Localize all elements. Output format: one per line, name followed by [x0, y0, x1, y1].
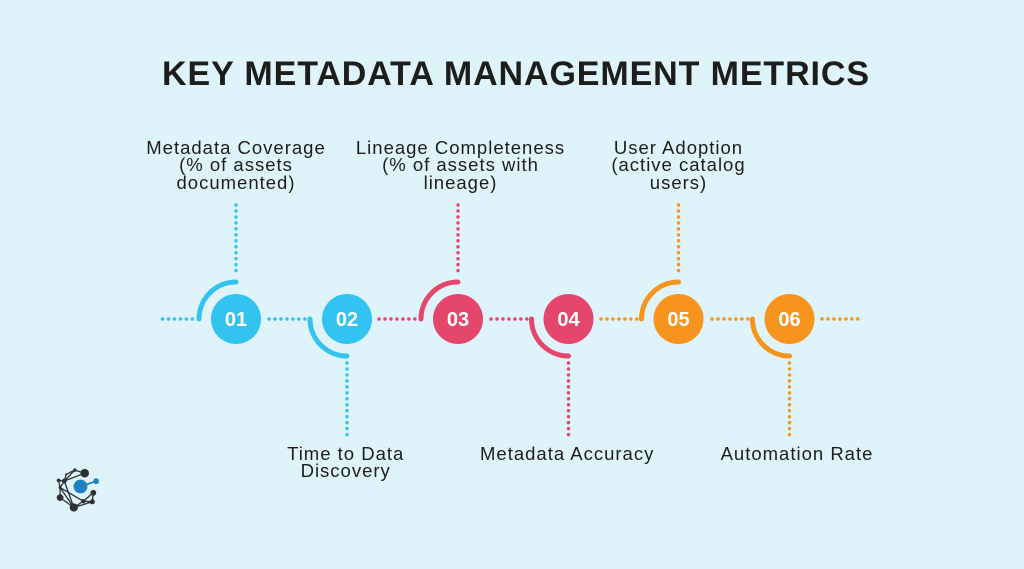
svg-text:02: 02	[336, 309, 358, 331]
svg-text:04: 04	[557, 309, 580, 331]
svg-text:06: 06	[778, 309, 800, 331]
svg-text:05: 05	[667, 309, 689, 331]
svg-text:01: 01	[225, 309, 247, 331]
svg-text:03: 03	[447, 309, 469, 331]
